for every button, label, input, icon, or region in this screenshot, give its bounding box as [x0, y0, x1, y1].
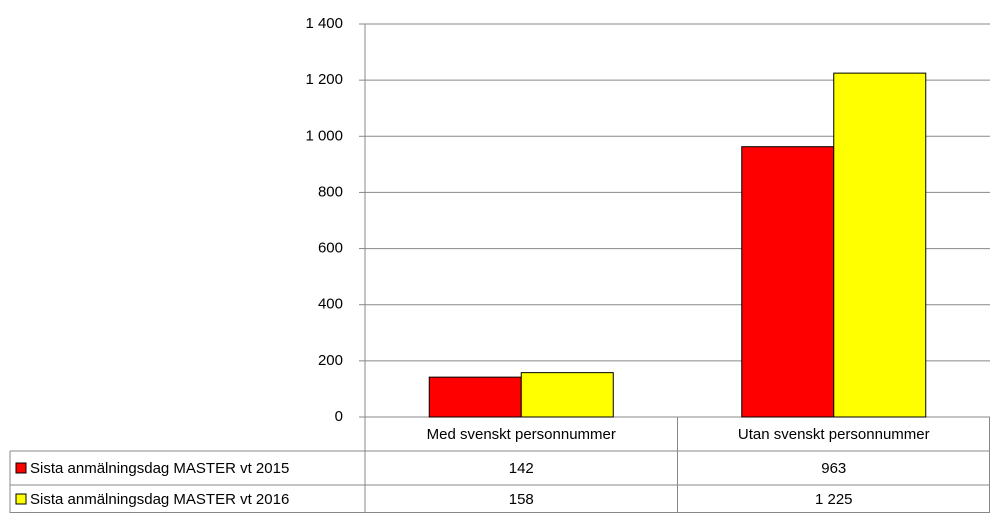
legend-label: Sista anmälningsdag MASTER vt 2016: [30, 491, 289, 508]
bar: [520, 372, 614, 418]
y-tick-label: 200: [318, 352, 343, 369]
table-value: 142: [509, 460, 534, 477]
bar: [833, 72, 927, 418]
legend-swatch: [15, 462, 27, 474]
legend-swatch: [15, 493, 27, 505]
bar: [428, 376, 522, 418]
x-tick-label: Med svenskt personnummer: [427, 426, 616, 443]
table-value: 1 225: [815, 491, 853, 508]
legend-label: Sista anmälningsdag MASTER vt 2015: [30, 460, 289, 477]
bar: [741, 146, 835, 418]
y-tick-label: 1 000: [305, 127, 343, 144]
y-tick-label: 1 200: [305, 71, 343, 88]
y-tick-label: 600: [318, 240, 343, 257]
table-value: 158: [509, 491, 534, 508]
x-tick-label: Utan svenskt personnummer: [738, 426, 930, 443]
y-tick-label: 400: [318, 296, 343, 313]
table-value: 963: [821, 460, 846, 477]
y-tick-label: 800: [318, 183, 343, 200]
y-tick-label: 1 400: [305, 15, 343, 32]
y-tick-label: 0: [335, 408, 343, 425]
